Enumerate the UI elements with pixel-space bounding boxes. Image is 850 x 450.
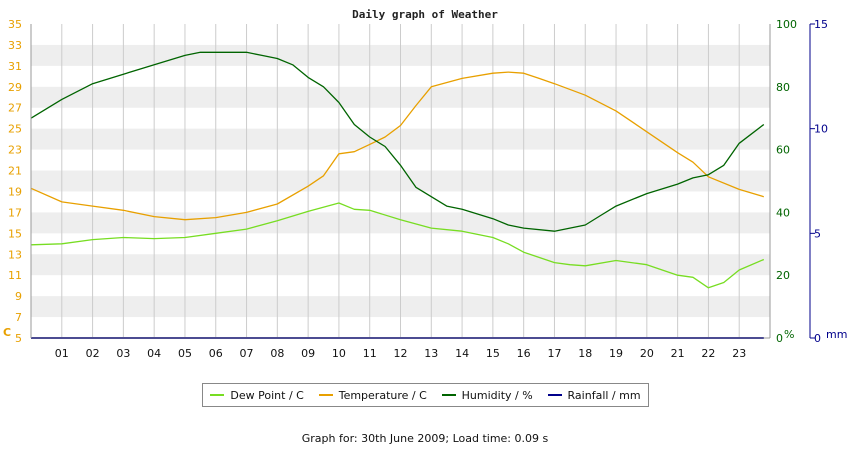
legend-item-rainfall: Rainfall / mm (547, 388, 641, 402)
x-tick-label: 04 (147, 347, 161, 360)
y-tick-label-humidity: 80 (776, 81, 790, 94)
y-axis-unit-rain: mm (826, 328, 847, 341)
series-line-dew (30, 202, 765, 289)
y-tick-label-rain: 0 (814, 332, 821, 345)
y-tick-label-humidity: 0 (776, 332, 783, 345)
y-tick-label-rain: 15 (814, 18, 828, 31)
y-tick-label-rain: 5 (814, 227, 821, 240)
legend-swatch-temperature (318, 394, 333, 396)
x-tick-label: 18 (578, 347, 592, 360)
x-tick-label: 16 (517, 347, 531, 360)
y-tick-label-temp: 29 (8, 81, 22, 94)
y-tick-label-temp: 21 (8, 165, 22, 178)
x-tick-label: 15 (486, 347, 500, 360)
y-tick-label-temp: 33 (8, 39, 22, 52)
x-tick-label: 11 (363, 347, 377, 360)
grid-lines (61, 24, 740, 338)
y-tick-label-temp: 13 (8, 248, 22, 261)
legend-label-temperature: Temperature / C (338, 388, 427, 402)
legend-label-humidity: Humidity / % (461, 388, 533, 402)
series-line-temperature (30, 71, 764, 221)
y-tick-label-temp: 17 (8, 206, 22, 219)
x-tick-label: 07 (240, 347, 254, 360)
y-tick-label-temp: 9 (15, 290, 22, 303)
x-tick-label: 20 (640, 347, 654, 360)
x-tick-label: 01 (55, 347, 69, 360)
y-tick-label-rain: 10 (814, 123, 828, 136)
x-tick-label: 22 (701, 347, 715, 360)
footer-status: Graph for: 30th June 2009; Load time: 0.… (301, 432, 549, 445)
legend-item-dew-point: Dew Point / C (210, 388, 304, 402)
y-tick-label-temp: 15 (8, 227, 22, 240)
x-tick-label: 21 (671, 347, 685, 360)
x-tick-label: 05 (178, 347, 192, 360)
x-tick-label: 17 (547, 347, 561, 360)
y-tick-label-temp: 7 (15, 311, 22, 324)
y-tick-label-temp: 5 (15, 332, 22, 345)
legend-swatch-rainfall (547, 394, 562, 396)
x-tick-label: 02 (86, 347, 100, 360)
chart-title: Daily graph of Weather (352, 8, 498, 21)
y-tick-label-temp: 35 (8, 18, 22, 31)
y-tick-label-temp: 25 (8, 123, 22, 136)
y-tick-label-humidity: 20 (776, 269, 790, 282)
legend-label-rainfall: Rainfall / mm (567, 388, 641, 402)
legend-item-humidity: Humidity / % (441, 388, 533, 402)
x-tick-label: 19 (609, 347, 623, 360)
y-tick-label-temp: 27 (8, 102, 22, 115)
y-tick-label-humidity: 40 (776, 206, 790, 219)
x-tick-label: 23 (732, 347, 746, 360)
y-tick-label-temp: 23 (8, 144, 22, 157)
x-tick-label: 13 (424, 347, 438, 360)
x-tick-label: 09 (301, 347, 315, 360)
x-tick-label: 08 (270, 347, 284, 360)
legend: Dew Point / C Temperature / C Humidity /… (202, 383, 649, 407)
x-tick-label: 12 (394, 347, 408, 360)
y-tick-label-temp: 19 (8, 185, 22, 198)
y-tick-label-humidity: 60 (776, 144, 790, 157)
y-tick-label-temp: 31 (8, 60, 22, 73)
legend-swatch-dew-point (210, 394, 225, 396)
legend-item-temperature: Temperature / C (318, 388, 427, 402)
x-tick-label: 06 (209, 347, 223, 360)
legend-swatch-humidity (441, 394, 456, 396)
y-axis-unit-temp: C (3, 326, 11, 339)
x-tick-label: 14 (455, 347, 469, 360)
y-tick-label-temp: 11 (8, 269, 22, 282)
x-tick-label: 03 (116, 347, 130, 360)
series-line-humidity (30, 51, 765, 232)
x-tick-label: 10 (332, 347, 346, 360)
legend-label-dew-point: Dew Point / C (230, 388, 304, 402)
y-tick-label-humidity: 100 (776, 18, 797, 31)
y-axis-unit-humidity: % (784, 328, 794, 341)
